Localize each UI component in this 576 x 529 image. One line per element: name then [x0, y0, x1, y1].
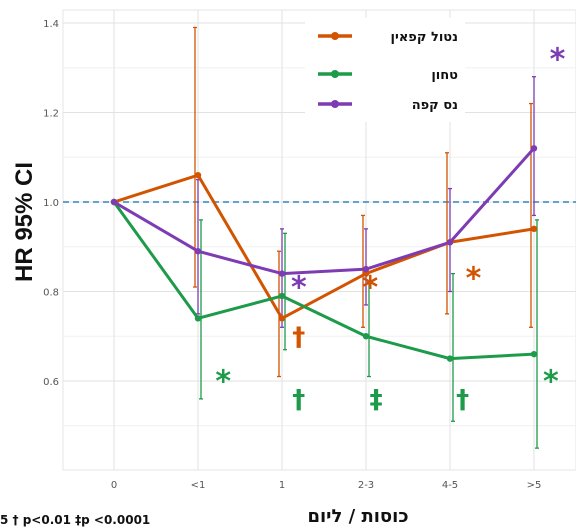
legend-swatch-point — [331, 70, 339, 78]
x-tick-label: 1 — [279, 480, 285, 491]
y-axis-label: HR 95% CI — [11, 162, 38, 282]
significance-marker: * — [215, 365, 231, 400]
significance-marker: † — [292, 385, 305, 415]
significance-marker: † — [292, 322, 305, 352]
x-tick-label: 0 — [111, 480, 117, 491]
y-tick-label: 1.4 — [43, 19, 59, 30]
series-line — [113, 147, 536, 276]
significance-marker: * — [362, 271, 378, 306]
data-point — [278, 270, 286, 277]
legend-swatch-point — [331, 100, 339, 108]
significance-marker: * — [291, 271, 307, 306]
y-tick-label: 1.0 — [43, 198, 59, 209]
data-point — [530, 225, 538, 233]
significance-marker: * — [543, 365, 559, 400]
significance-marker: ‡ — [370, 385, 383, 415]
series-line — [113, 173, 535, 320]
y-tick-label: 1.2 — [43, 109, 59, 120]
data-point — [194, 315, 202, 322]
annotation-layer: * *** *†*† ‡ †* — [215, 42, 565, 415]
footnote: 5 † p<0.01 ‡p <0.0001 — [0, 513, 150, 527]
x-tick-label: 4-5 — [442, 480, 458, 491]
data-point — [194, 171, 202, 179]
x-tick-label: >5 — [527, 480, 542, 491]
x-tick-label: 2-3 — [358, 480, 374, 491]
data-point — [446, 239, 454, 246]
significance-marker: * — [362, 271, 378, 306]
ci-layer — [193, 26, 539, 449]
legend-label: נטול קפאין — [391, 30, 458, 45]
significance-marker: * — [466, 262, 482, 297]
data-point — [362, 270, 370, 277]
significance-marker: † — [456, 385, 469, 415]
data-point — [110, 198, 118, 206]
legend: נטול קפאין טחון נס קפה — [305, 18, 465, 122]
data-point — [362, 265, 370, 273]
data-point — [530, 350, 538, 358]
y-tick-label: 0.8 — [43, 288, 59, 299]
data-point — [194, 248, 202, 255]
point-layer — [110, 145, 538, 362]
data-point — [530, 145, 538, 152]
data-point — [446, 355, 454, 362]
significance-marker: * — [550, 42, 566, 77]
data-point — [362, 333, 370, 340]
legend-swatch-point — [331, 32, 339, 40]
legend-label: טחון — [431, 68, 458, 83]
line-layer — [112, 147, 536, 361]
data-point — [278, 315, 286, 322]
data-point — [278, 292, 286, 300]
x-tick-label: <1 — [191, 480, 206, 491]
series-line — [112, 201, 535, 361]
x-axis-label: כוסות / ליום — [307, 506, 408, 527]
y-tick-label: 0.6 — [43, 377, 59, 388]
legend-label: נס קפה — [412, 98, 458, 113]
tick-layer: 0.6 0.8 1.0 1.2 1.4 0 <1 1 2-3 4-5 >5 — [43, 19, 541, 491]
